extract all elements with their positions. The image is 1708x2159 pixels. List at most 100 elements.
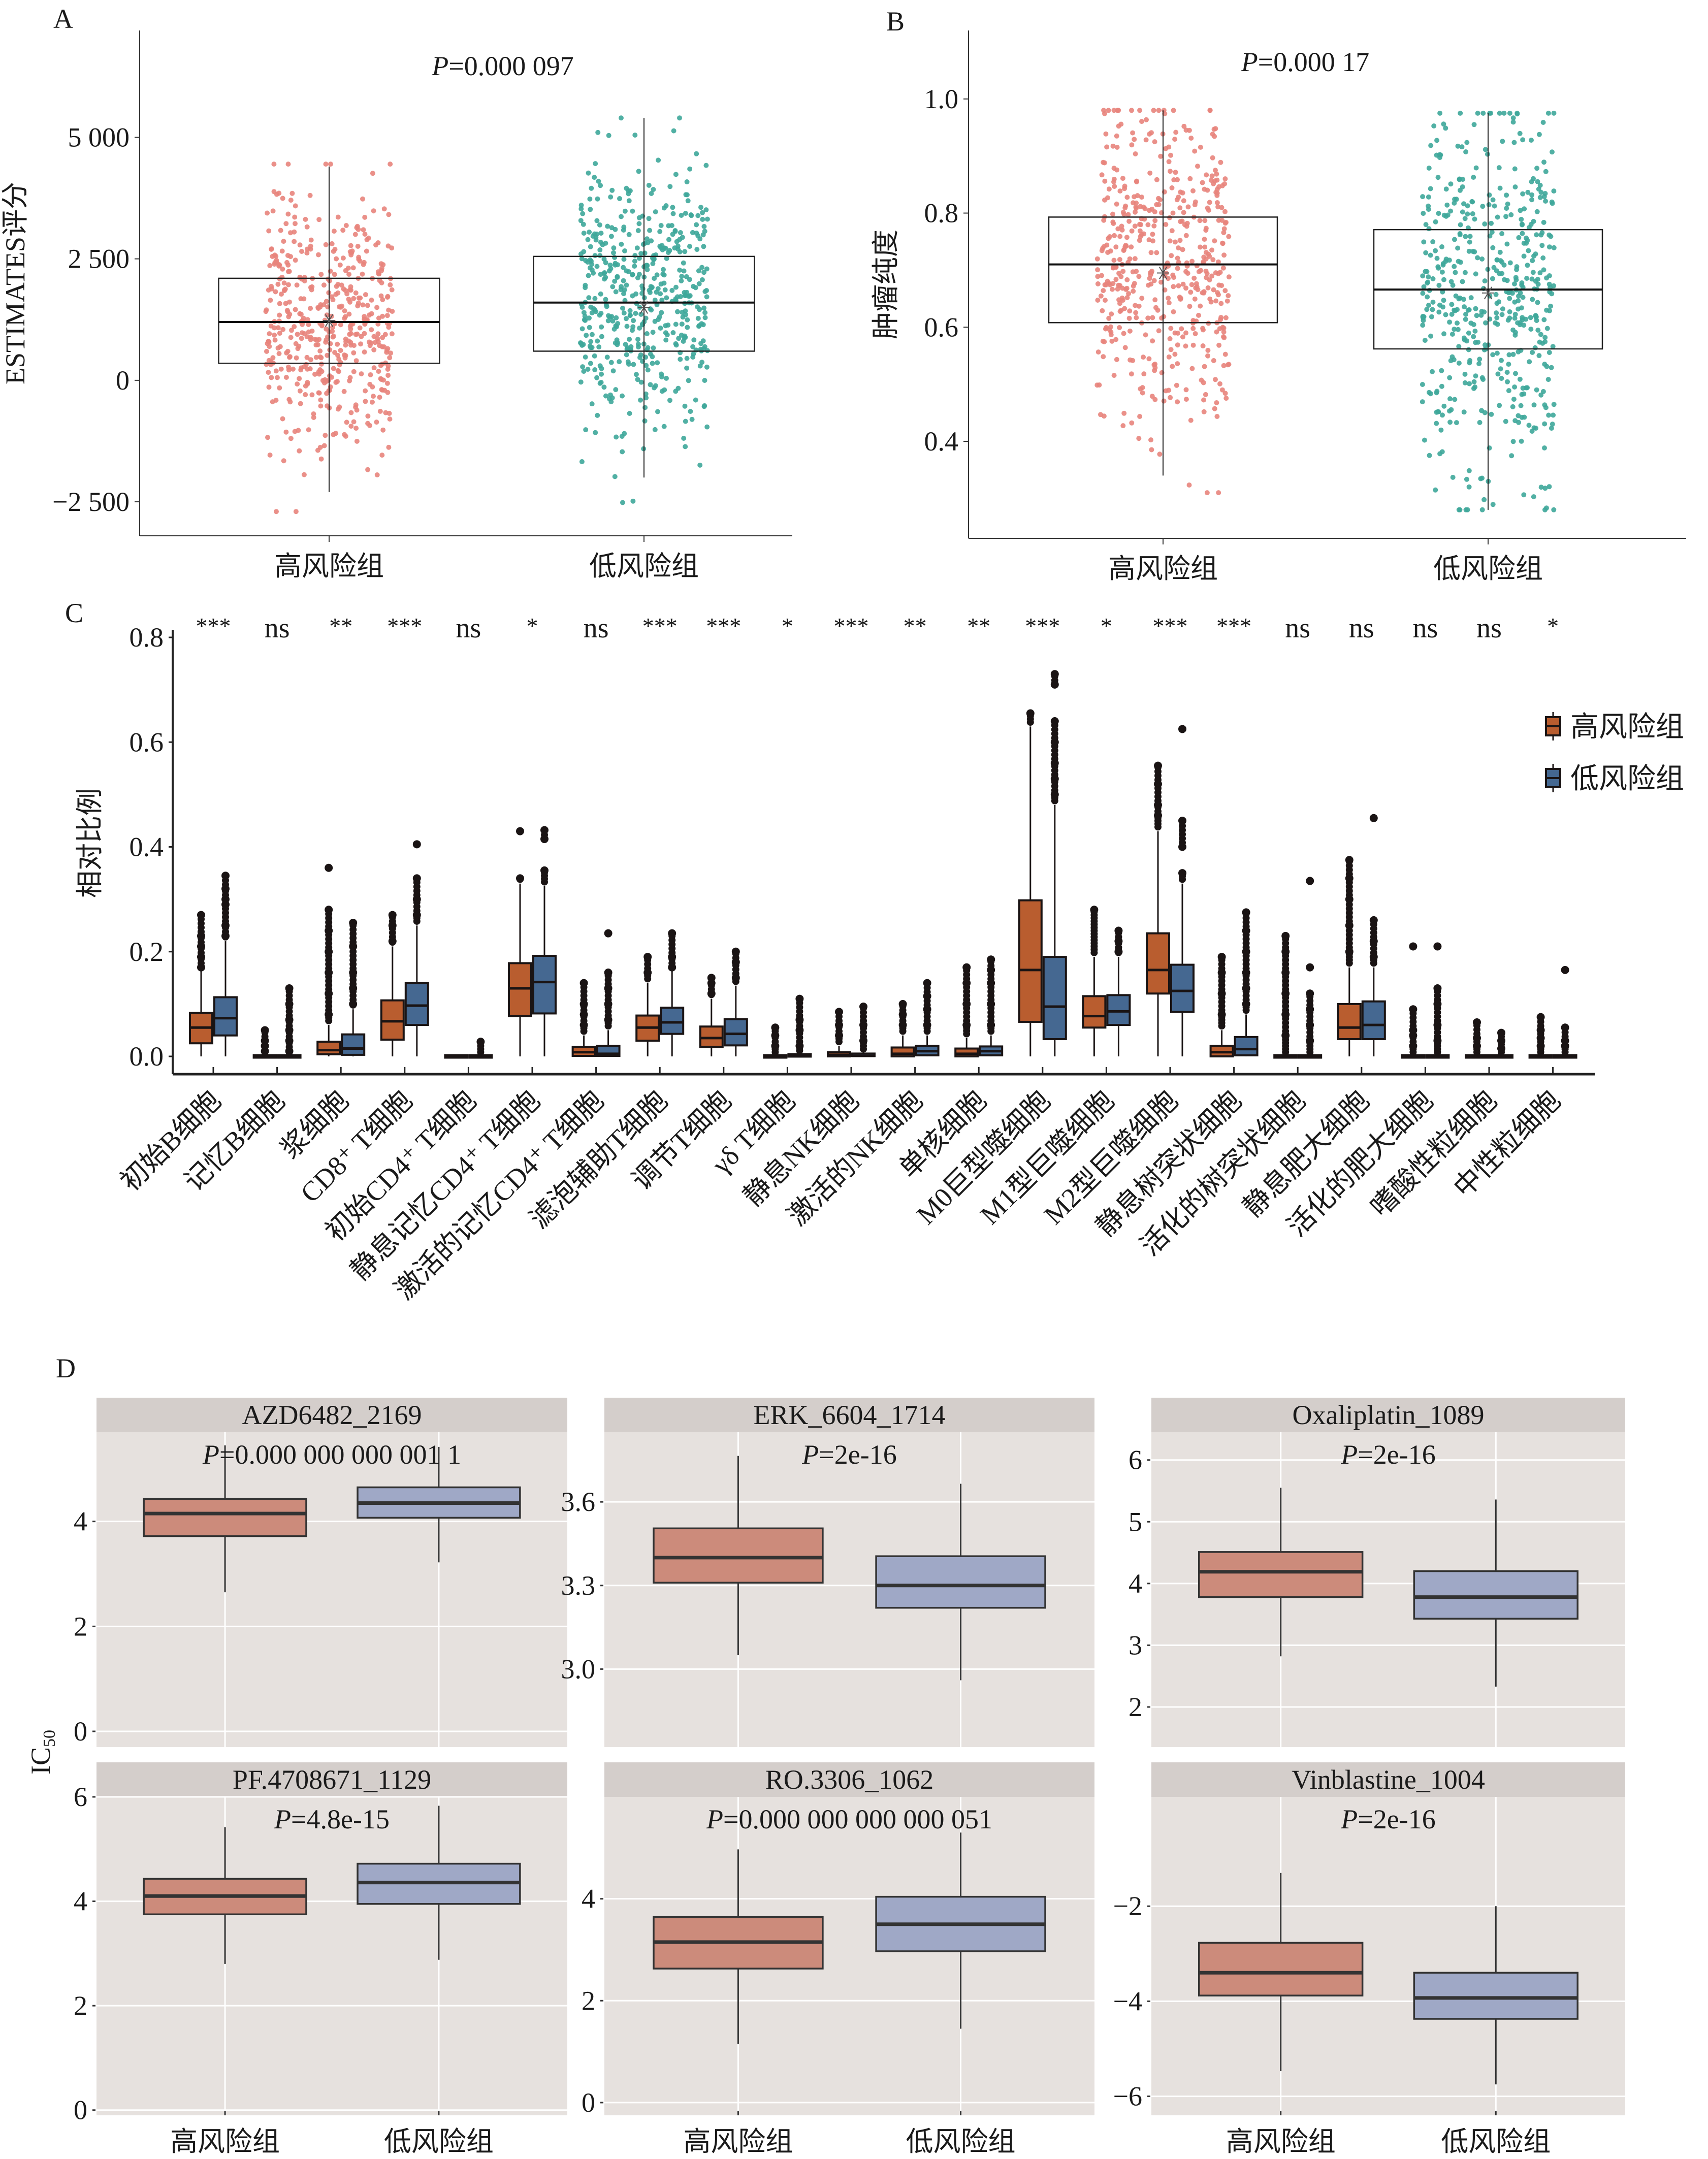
data-point — [1120, 298, 1125, 303]
data-point — [286, 364, 291, 370]
data-point — [1430, 307, 1435, 312]
significance-label: ns — [584, 613, 609, 644]
data-point — [599, 371, 604, 377]
p-value-annotation: P=0.000 097 — [431, 51, 573, 81]
data-point — [665, 323, 671, 328]
data-point — [272, 325, 277, 331]
outlier-point — [1306, 963, 1314, 972]
data-point — [1426, 303, 1431, 308]
data-point — [305, 317, 310, 323]
data-point — [1441, 403, 1447, 409]
data-point — [1156, 108, 1162, 113]
data-point — [1518, 208, 1523, 213]
data-point — [1095, 267, 1101, 273]
data-point — [1147, 270, 1153, 276]
data-point — [1212, 406, 1217, 411]
data-point — [275, 345, 281, 351]
y-tick-label: 0 — [74, 2095, 87, 2125]
data-point — [387, 416, 393, 422]
data-point — [608, 360, 614, 365]
data-point — [1441, 121, 1446, 127]
data-point — [651, 256, 657, 262]
data-point — [274, 375, 280, 380]
data-point — [663, 337, 669, 343]
data-point — [1477, 420, 1483, 425]
data-point — [1447, 375, 1453, 380]
data-point — [1207, 200, 1212, 205]
data-point — [615, 340, 621, 345]
data-point — [1462, 380, 1468, 385]
data-point — [1471, 122, 1477, 127]
data-point — [1510, 404, 1516, 409]
data-point — [602, 276, 607, 282]
data-point — [1426, 226, 1432, 232]
data-point — [700, 216, 705, 222]
outlier-point — [1433, 942, 1442, 951]
data-point — [362, 232, 368, 237]
data-point — [1140, 385, 1145, 391]
data-point — [318, 361, 324, 367]
data-point — [624, 268, 629, 274]
data-point — [1463, 316, 1468, 322]
box — [532, 955, 557, 1015]
data-point — [1217, 381, 1222, 386]
data-point — [1206, 207, 1211, 213]
data-point — [267, 344, 272, 349]
data-point — [1516, 306, 1521, 312]
data-point — [1462, 216, 1468, 221]
data-point — [318, 403, 324, 409]
data-point — [1460, 177, 1466, 182]
data-point — [386, 444, 392, 450]
panel-c-immune-cell-proportion: 0.00.20.40.60.8相对比例初始B细胞***记忆B细胞ns浆细胞**C… — [75, 613, 1684, 1305]
data-point — [658, 291, 663, 297]
data-point — [1120, 176, 1125, 181]
data-point — [1423, 222, 1429, 228]
data-point — [689, 213, 694, 218]
data-point — [603, 297, 608, 302]
data-point — [1100, 338, 1106, 344]
data-point — [627, 337, 632, 342]
data-point — [1168, 169, 1173, 174]
data-point — [1159, 370, 1165, 375]
data-point — [642, 405, 648, 410]
data-point — [1512, 184, 1518, 190]
data-point — [621, 310, 627, 316]
data-point — [1129, 244, 1134, 250]
data-point — [362, 349, 367, 355]
data-point — [1103, 298, 1108, 303]
data-point — [1466, 468, 1472, 473]
data-point — [1175, 266, 1180, 271]
data-point — [1521, 323, 1527, 328]
data-point — [591, 270, 596, 276]
low-risk-box — [1234, 908, 1259, 1056]
data-point — [615, 275, 620, 280]
data-point — [1444, 202, 1450, 208]
box — [1170, 963, 1195, 1013]
data-point — [1167, 336, 1173, 341]
x-tick-label: 低风险组 — [1441, 2126, 1551, 2157]
data-point — [1150, 238, 1155, 244]
data-point — [295, 381, 300, 387]
data-point — [338, 348, 343, 353]
data-point — [1103, 326, 1108, 332]
data-point — [1117, 234, 1123, 239]
data-point — [696, 323, 702, 329]
data-point — [619, 115, 624, 121]
data-point — [1426, 194, 1431, 200]
data-point — [298, 311, 304, 317]
data-point — [595, 130, 601, 135]
data-point — [1522, 206, 1527, 212]
data-point — [1211, 287, 1216, 293]
data-point — [330, 297, 336, 303]
data-point — [363, 292, 368, 298]
data-point — [593, 161, 598, 167]
data-point — [1524, 235, 1529, 241]
data-point — [335, 341, 340, 347]
data-point — [587, 230, 592, 235]
data-point — [1098, 293, 1104, 299]
data-point — [1149, 206, 1155, 212]
data-point — [1551, 245, 1557, 250]
data-point — [1535, 300, 1540, 305]
data-point — [1103, 131, 1109, 137]
x-tick-label: 低风险组 — [384, 2126, 494, 2157]
